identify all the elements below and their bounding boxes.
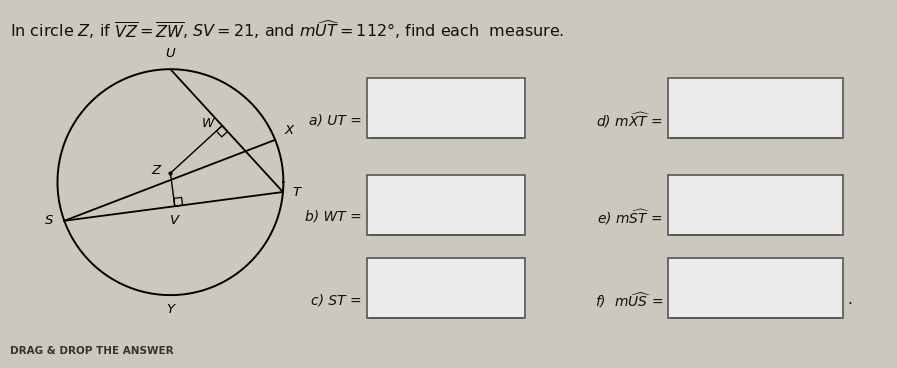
Bar: [367, 258, 525, 318]
Bar: [668, 175, 843, 235]
Bar: [367, 78, 525, 138]
Bar: [367, 175, 525, 235]
Text: e) $m\widehat{ST}$ =: e) $m\widehat{ST}$ =: [597, 208, 663, 227]
Text: a) UT =: a) UT =: [309, 113, 362, 127]
Text: Z: Z: [152, 164, 161, 177]
Bar: [668, 78, 843, 138]
Text: b) WT =: b) WT =: [305, 210, 362, 224]
Text: c) ST =: c) ST =: [311, 293, 362, 307]
Text: f)  $m\widehat{US}$ =: f) $m\widehat{US}$ =: [595, 290, 663, 310]
Text: U: U: [166, 47, 175, 60]
Text: d) $m\widehat{XT}$ =: d) $m\widehat{XT}$ =: [597, 110, 663, 130]
Text: .: .: [847, 293, 852, 308]
Text: V: V: [170, 215, 179, 227]
Text: W: W: [201, 117, 213, 130]
Text: Y: Y: [166, 303, 175, 316]
Text: DRAG & DROP THE ANSWER: DRAG & DROP THE ANSWER: [10, 346, 174, 356]
Text: S: S: [46, 214, 54, 227]
Bar: [668, 258, 843, 318]
Text: X: X: [284, 124, 293, 137]
Text: T: T: [292, 185, 300, 198]
Text: In circle $Z$, if $\overline{VZ}=\overline{ZW}$, $SV=21$, and $m\widehat{UT}=112: In circle $Z$, if $\overline{VZ}=\overli…: [10, 18, 564, 41]
